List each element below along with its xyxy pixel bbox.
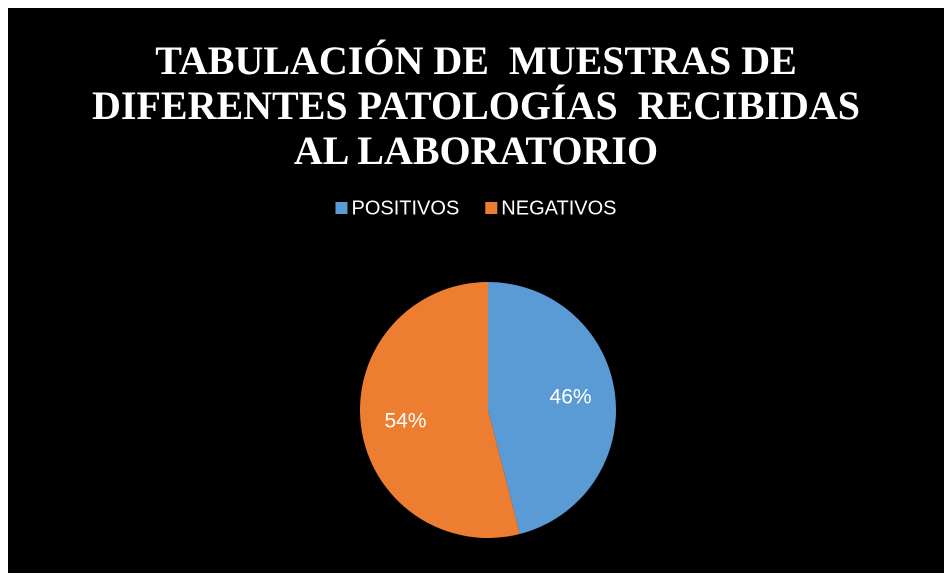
legend-swatch [485,202,498,214]
chart: POSITIVOS NEGATIVOS 46% 54% [335,197,617,538]
chart-frame: TABULACIÓN DE MUESTRAS DE DIFERENTES PAT… [8,8,944,573]
data-label: 54% [384,409,426,432]
legend-label: POSITIVOS [351,197,459,219]
legend-swatch [335,202,348,214]
pie-slice [359,282,520,538]
pie-slice [488,282,616,534]
legend-label: NEGATIVOS [501,197,616,219]
chart-title: TABULACIÓN DE MUESTRAS DE DIFERENTES PAT… [92,38,860,173]
data-label: 46% [550,386,592,409]
